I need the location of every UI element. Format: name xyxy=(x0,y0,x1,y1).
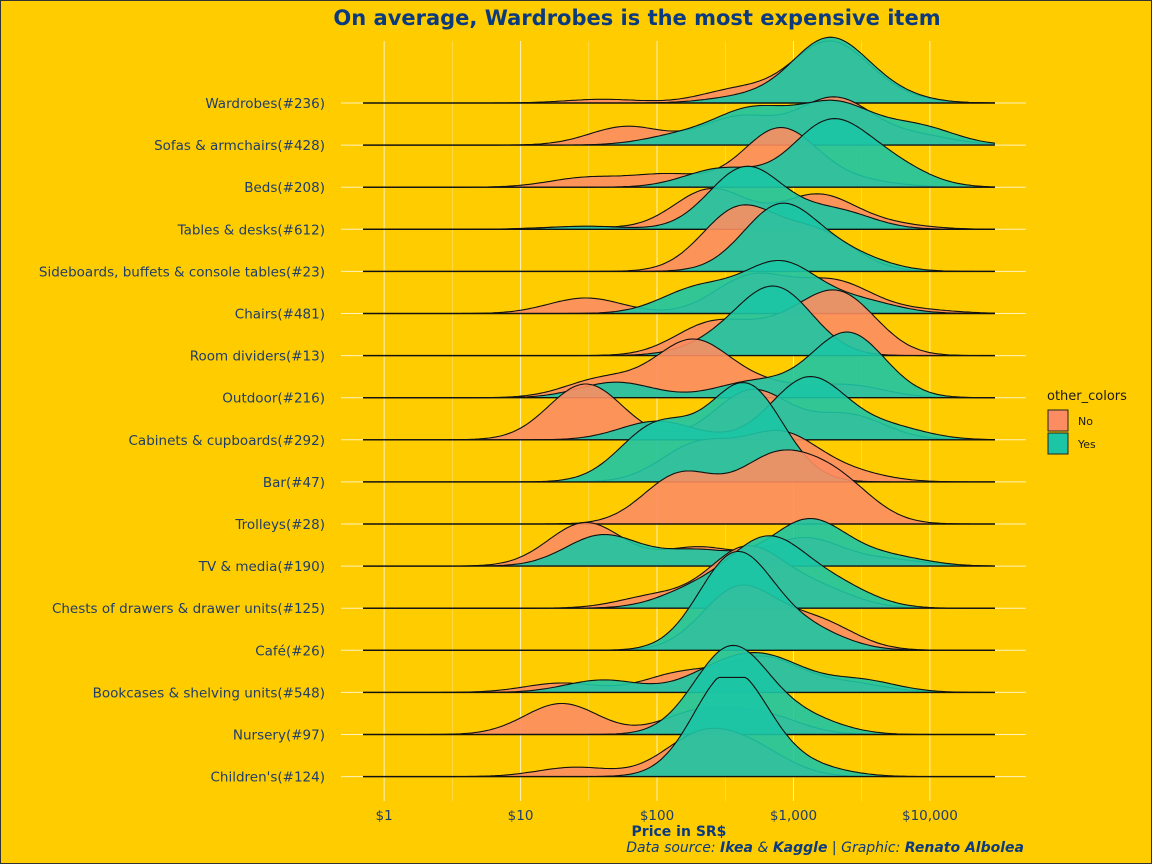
legend-swatch-yes xyxy=(1047,432,1069,455)
ridge-group xyxy=(363,118,996,188)
ridge-group xyxy=(363,676,995,778)
x-tick-label: $1 xyxy=(376,808,393,824)
legend-swatch-no xyxy=(1047,409,1069,432)
density-area-yes xyxy=(363,535,995,609)
category-label: Nursery(#97) xyxy=(233,728,325,744)
density-area-yes xyxy=(363,203,995,272)
category-label: Outdoor(#216) xyxy=(222,391,325,407)
density-area-yes xyxy=(363,551,995,651)
category-label: Bookcases & shelving units(#548) xyxy=(93,685,325,701)
density-area-yes xyxy=(363,652,995,693)
caption-prefix: Data source: xyxy=(626,840,720,856)
ridge-group xyxy=(363,202,995,273)
category-label: Sofas & armchairs(#428) xyxy=(154,138,325,154)
caption-source-1: Ikea xyxy=(720,840,753,856)
density-area-yes xyxy=(363,382,995,482)
category-label: Café(#26) xyxy=(255,643,325,659)
caption-amp: & xyxy=(753,840,773,856)
density-area-yes xyxy=(363,376,995,440)
x-tick-label: $100 xyxy=(640,808,674,824)
ridge-group xyxy=(363,550,995,651)
density-area-yes xyxy=(363,332,995,398)
legend-label-no: No xyxy=(1078,415,1093,428)
category-label: Trolleys(#28) xyxy=(234,517,325,533)
caption-source-2: Kaggle xyxy=(773,840,828,856)
category-label: Chairs(#481) xyxy=(235,307,325,323)
ridge-group xyxy=(363,36,995,104)
density-area-yes xyxy=(363,100,995,146)
category-label: Tables & desks(#612) xyxy=(177,222,325,238)
caption: Data source: Ikea & Kaggle | Graphic: Re… xyxy=(626,840,1024,856)
category-label: Bar(#47) xyxy=(263,475,325,491)
ridge-group xyxy=(363,449,995,525)
category-label: TV & media(#190) xyxy=(198,559,325,575)
category-label: Cabinets & cupboards(#292) xyxy=(129,433,326,449)
x-axis-title: Price in SR$ xyxy=(632,824,727,840)
legend-title: other_colors xyxy=(1047,389,1127,404)
category-label: Chests of drawers & drawer units(#125) xyxy=(52,601,325,617)
legend: other_colors No Yes xyxy=(1047,389,1127,455)
ridge-group xyxy=(363,96,996,146)
chart-title: On average, Wardrobes is the most expens… xyxy=(333,6,940,30)
ridge-group xyxy=(363,165,995,231)
density-area-yes xyxy=(363,37,995,104)
category-label: Wardrobes(#236) xyxy=(205,96,325,112)
density-area-yes xyxy=(363,166,995,230)
x-tick-label: $10 xyxy=(508,808,534,824)
density-area-no xyxy=(363,339,995,398)
caption-author: Renato Albolea xyxy=(905,840,1024,856)
ridge-group xyxy=(363,644,995,736)
density-area-yes xyxy=(363,118,995,188)
legend-label-yes: Yes xyxy=(1077,438,1096,451)
category-label: Children's(#124) xyxy=(210,770,325,786)
ridge-group xyxy=(363,517,996,567)
caption-graphic-prefix: Graphic: xyxy=(841,840,905,856)
density-area-yes xyxy=(363,645,995,735)
density-area-yes xyxy=(363,677,995,777)
ridge-group xyxy=(363,535,995,609)
category-label: Room dividers(#13) xyxy=(190,349,325,365)
ridge-group xyxy=(363,652,995,694)
x-tick-label: $1,000 xyxy=(770,808,817,824)
caption-separator: | xyxy=(827,840,841,856)
ridge-group xyxy=(363,331,995,399)
ridges xyxy=(363,36,996,778)
category-label: Beds(#208) xyxy=(244,180,325,196)
x-tick-label: $10,000 xyxy=(902,808,958,824)
density-area-yes xyxy=(363,518,995,567)
category-labels: Wardrobes(#236) Sofas & armchairs(#428) Be… xyxy=(39,96,325,786)
x-axis-ticks: $1 $10 $100 $1,000 $10,000 xyxy=(376,808,958,824)
category-label: Sideboards, buffets & console tables(#23… xyxy=(39,264,325,280)
